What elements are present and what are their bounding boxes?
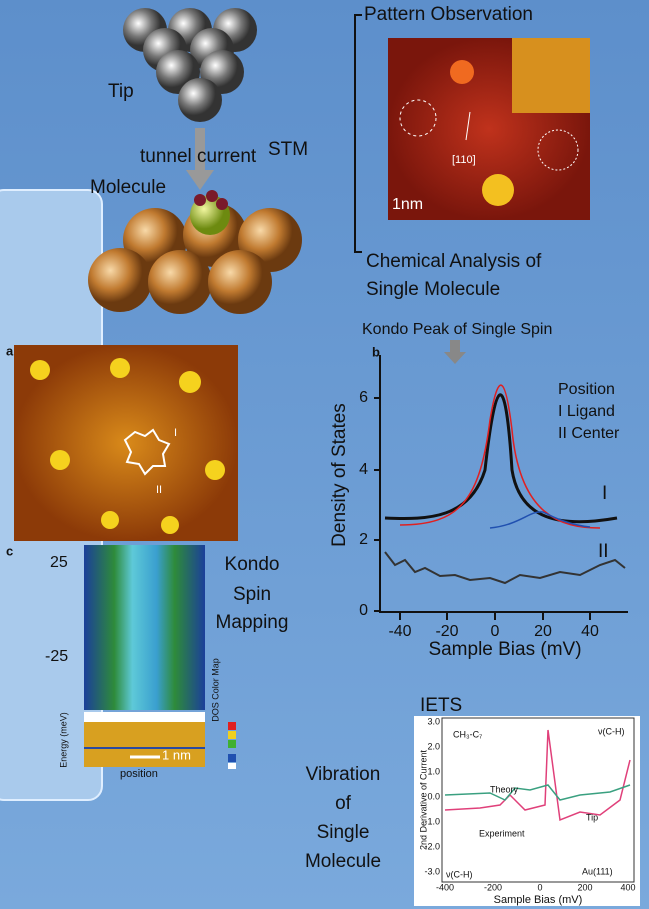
tick-label: -1.0 [424, 816, 440, 826]
tick-label: 1.0 [427, 766, 440, 776]
figure: Tip tunnel current STM Molecule Pattern … [0, 0, 649, 909]
label: Kondo Peak of Single Spin [362, 321, 552, 338]
label: Spin [233, 584, 271, 605]
separator [84, 712, 205, 722]
tick-label: 40 [581, 623, 599, 640]
label: Chemical Analysis of [366, 251, 542, 272]
panel-letter: c [6, 543, 13, 558]
label: IETS [420, 695, 462, 716]
label: Single Molecule [366, 279, 500, 300]
legend: Position [558, 381, 615, 398]
tick-label: -400 [436, 882, 454, 892]
legend: II Center [558, 425, 620, 442]
tick-label: 0 [537, 882, 542, 892]
label: ν(C-H) [598, 726, 625, 736]
page: Tip tunnel current STM Molecule Pattern … [0, 0, 649, 909]
tick-label: 0.0 [427, 791, 440, 801]
label: Tip [108, 81, 134, 102]
tick-label: 0 [491, 623, 500, 640]
tick-label: 200 [577, 882, 592, 892]
panel-letter: a [6, 343, 14, 358]
label: Molecule [305, 851, 381, 872]
tick-label: 4 [359, 461, 368, 478]
label: I [602, 483, 607, 504]
axis-label: position [120, 768, 158, 780]
axis-label: DOS Color Map [210, 658, 220, 722]
panel-letter: b [372, 344, 380, 359]
label: II [598, 541, 609, 562]
legend: I Ligand [558, 403, 615, 420]
tick-label: -200 [484, 882, 502, 892]
label: Pattern Observation [364, 4, 533, 25]
tick-label: -40 [388, 623, 411, 640]
label: [110] [452, 154, 476, 166]
label: Experiment [479, 828, 525, 838]
tick-label: -3.0 [424, 866, 440, 876]
kondo-map [84, 545, 205, 710]
axis-label: Sample Bias (mV) [494, 894, 583, 906]
label: STM [268, 139, 308, 160]
molecule-blob [450, 60, 474, 84]
label: Vibration [306, 764, 381, 785]
tick-label: 0 [359, 602, 368, 619]
tick-label: -25 [45, 648, 68, 665]
label: 1nm [392, 196, 423, 213]
tick-label: 3.0 [427, 716, 440, 726]
label: Tip [586, 812, 598, 822]
label: Theory [490, 784, 519, 794]
label: Mapping [216, 612, 289, 633]
tick-label: -2.0 [424, 841, 440, 851]
label: Molecule [90, 177, 166, 198]
label: Single [317, 822, 370, 843]
label: of [335, 793, 352, 814]
label: Kondo [225, 554, 280, 575]
tick-label: 2 [359, 531, 368, 548]
molecule-blob [482, 174, 514, 206]
tick-label: 25 [50, 554, 68, 571]
label: I [174, 427, 177, 439]
axis-label: Sample Bias (mV) [428, 639, 581, 660]
axis-label: Energy (meV) [58, 712, 68, 768]
label: ν(C-H) [446, 869, 473, 879]
label: Au(111) [582, 866, 613, 876]
label: CH₃-C₇ [453, 729, 482, 739]
colorbar [228, 722, 236, 769]
lattice [512, 38, 590, 113]
label: tunnel current [140, 146, 257, 167]
tick-label: 20 [534, 623, 552, 640]
axis-label: Density of States [329, 403, 350, 547]
label: 1 nm [162, 747, 191, 762]
tick-label: 6 [359, 389, 368, 406]
label: II [156, 484, 162, 496]
tick-label: 400 [620, 882, 635, 892]
tick-label: -20 [435, 623, 458, 640]
tick-label: 2.0 [427, 741, 440, 751]
